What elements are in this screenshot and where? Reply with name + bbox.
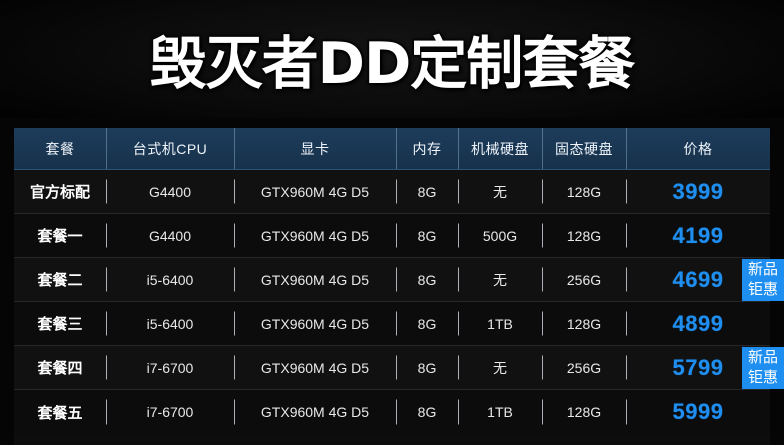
ssd-value: 256G	[566, 271, 602, 288]
cpu-value: G4400	[148, 227, 192, 244]
gpu-value: GTX960M 4G D5	[260, 359, 370, 376]
price-value: 4699	[672, 266, 724, 292]
memory-value: 8G	[417, 315, 437, 332]
table-row[interactable]: 套餐一 G4400 GTX960M 4G D5 8G 500G 128G 419…	[14, 214, 770, 258]
table-row[interactable]: 套餐二 i5-6400 GTX960M 4G D5 8G 无 256G 4699…	[14, 258, 784, 302]
column-header-price: 价格	[626, 128, 770, 169]
table-row[interactable]: 套餐五 i7-6700 GTX960M 4G D5 8G 1TB 128G 59…	[14, 390, 770, 434]
memory-value: 8G	[417, 183, 437, 200]
status-badge: 新品 钜惠	[742, 346, 784, 389]
table-row[interactable]: 套餐四 i7-6700 GTX960M 4G D5 8G 无 256G 5799…	[14, 346, 784, 390]
ssd-value: 256G	[566, 359, 602, 376]
column-header-package: 套餐	[45, 140, 75, 157]
hdd-value: 无	[493, 359, 507, 376]
ssd-value: 128G	[566, 227, 602, 244]
package-name: 套餐一	[37, 228, 83, 245]
table-row[interactable]: 官方标配 G4400 GTX960M 4G D5 8G 无 128G 3999	[14, 170, 770, 214]
gpu-value: GTX960M 4G D5	[260, 315, 370, 332]
status-badge: 新品 钜惠	[742, 258, 784, 301]
hdd-value: 500G	[482, 227, 518, 244]
column-header-ssd: 固态硬盘	[542, 128, 626, 169]
price-value: 4899	[672, 310, 724, 336]
cpu-value: i7-6700	[146, 359, 194, 376]
gpu-value: GTX960M 4G D5	[260, 183, 370, 200]
badge-line-1: 新品	[747, 260, 778, 278]
cpu-value: G4400	[148, 183, 192, 200]
badge-line-2: 钜惠	[747, 280, 778, 298]
column-header-hdd: 机械硬盘	[458, 128, 542, 169]
ssd-value: 128G	[566, 315, 602, 332]
spec-price-table: 套餐 台式机CPU 显卡 内存 机械硬盘 固态硬盘 价格 官方标配 G4400 …	[14, 128, 784, 445]
package-name: 套餐四	[37, 360, 83, 377]
memory-value: 8G	[417, 227, 437, 244]
column-header-cpu: 台式机CPU	[106, 128, 234, 169]
cpu-value: i7-6700	[146, 404, 194, 420]
hdd-value: 无	[493, 271, 507, 288]
cpu-value: i5-6400	[146, 271, 194, 288]
table-row[interactable]: 套餐三 i5-6400 GTX960M 4G D5 8G 1TB 128G 48…	[14, 302, 770, 346]
ssd-value: 128G	[566, 404, 602, 420]
package-name: 套餐五	[37, 404, 83, 422]
column-header-gpu: 显卡	[234, 128, 396, 169]
memory-value: 8G	[417, 359, 437, 376]
page-title: 毁灭者DD定制套餐	[148, 29, 638, 99]
package-name: 官方标配	[29, 184, 90, 201]
price-value: 5799	[672, 354, 724, 380]
price-value: 5999	[672, 399, 724, 424]
gpu-value: GTX960M 4G D5	[260, 404, 370, 420]
memory-value: 8G	[417, 404, 437, 420]
memory-value: 8G	[417, 271, 437, 288]
price-value: 4199	[672, 222, 724, 248]
hdd-value: 1TB	[487, 404, 513, 420]
gpu-value: GTX960M 4G D5	[260, 271, 370, 288]
hdd-value: 无	[493, 183, 507, 200]
package-name: 套餐三	[37, 316, 83, 333]
hdd-value: 1TB	[487, 315, 513, 332]
badge-line-2: 钜惠	[747, 368, 778, 386]
promo-banner: 毁灭者DD定制套餐	[0, 0, 784, 118]
ssd-value: 128G	[566, 183, 602, 200]
table-header-row: 套餐 台式机CPU 显卡 内存 机械硬盘 固态硬盘 价格	[14, 128, 770, 170]
column-header-memory: 内存	[396, 128, 458, 169]
price-value: 3999	[672, 178, 724, 204]
badge-line-1: 新品	[747, 348, 778, 366]
gpu-value: GTX960M 4G D5	[260, 227, 370, 244]
cpu-value: i5-6400	[146, 315, 194, 332]
package-name: 套餐二	[37, 272, 83, 289]
